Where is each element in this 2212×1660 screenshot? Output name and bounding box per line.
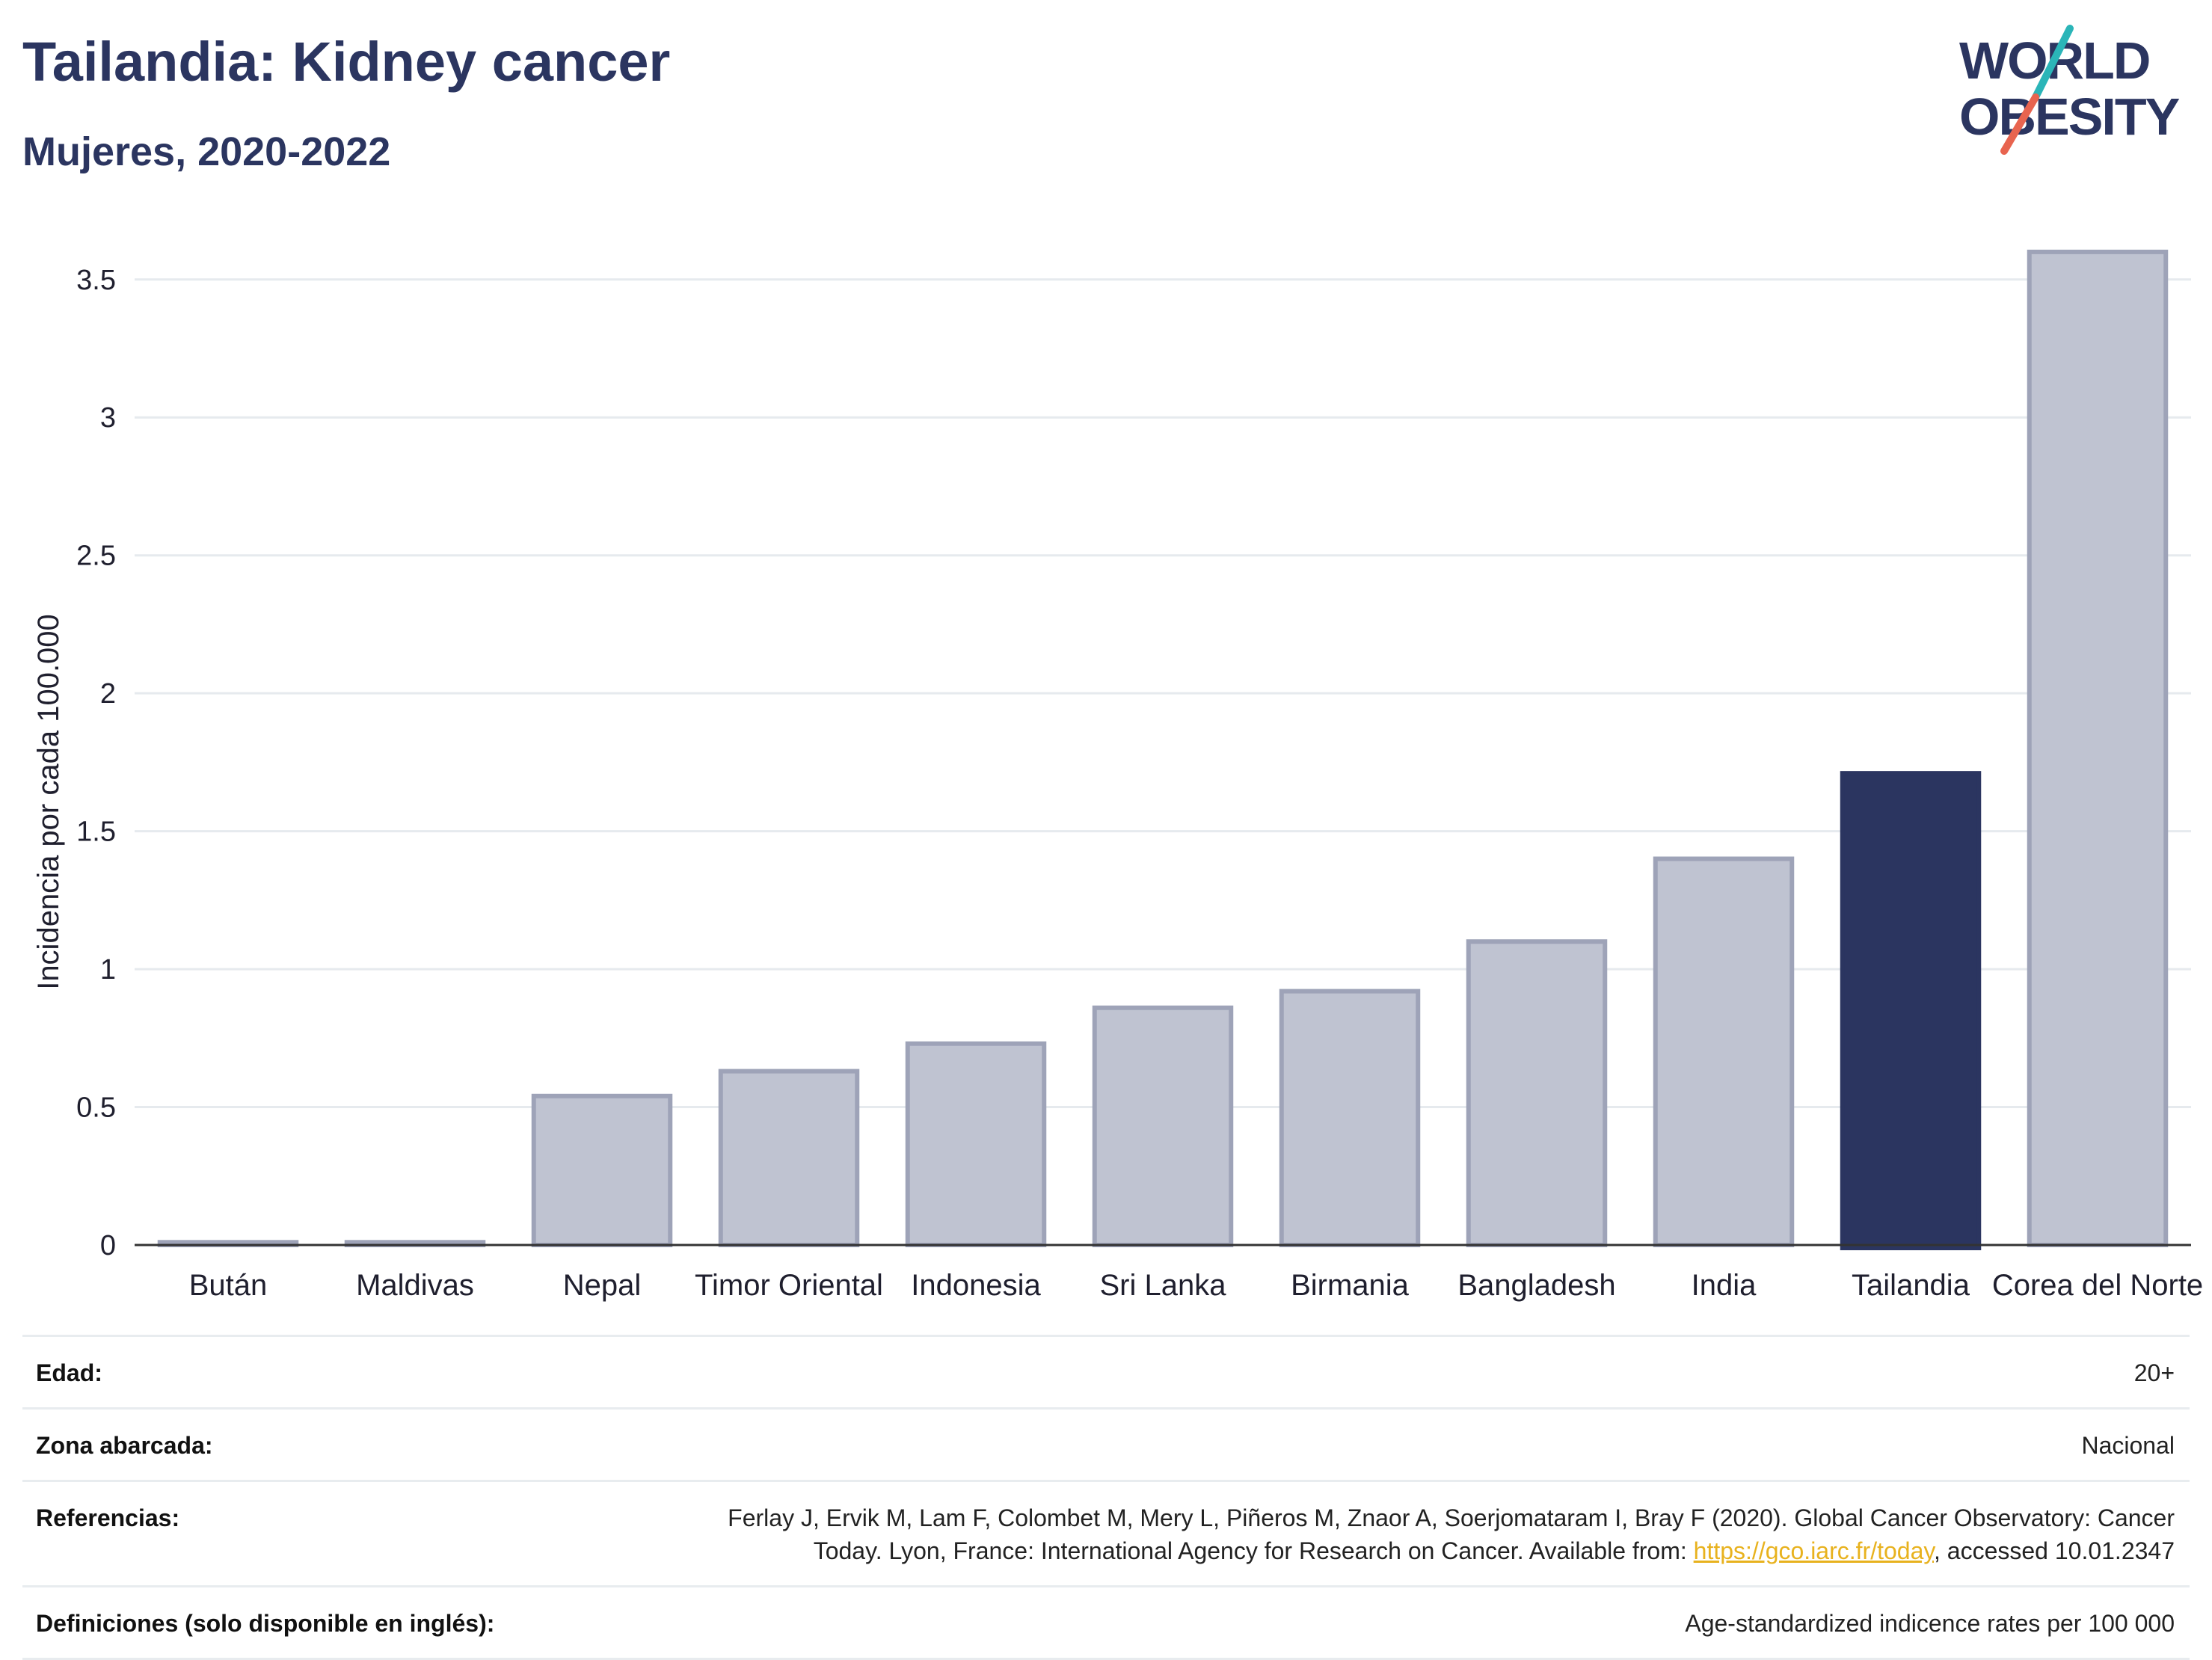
x-tick-labels: Bután Maldivas Nepal Timor Oriental Indonesi… <box>189 1269 2203 1302</box>
chart-subtitle: Mujeres, 2020-2022 <box>22 129 391 174</box>
meta-row-references: Referencias: Ferlay J, Ervik M, Lam F, C… <box>22 1480 2190 1585</box>
y-tick-label: 1.5 <box>76 817 116 848</box>
logo-slash-bottom <box>2000 93 2039 155</box>
meta-value-references: Ferlay J, Ervik M, Lam F, Colombet M, Me… <box>728 1501 2175 1567</box>
bar-birmania <box>1279 989 1421 1247</box>
y-tick-label: 3 <box>100 402 116 434</box>
y-tick-label: 0 <box>100 1230 116 1261</box>
meta-label-age: Edad: <box>36 1359 102 1386</box>
y-tick-label: 3.5 <box>76 265 116 296</box>
x-tick-label: Bután <box>189 1269 268 1302</box>
meta-row-definitions: Definiciones (solo disponible en inglés)… <box>22 1585 2190 1660</box>
y-tick-label: 0.5 <box>76 1092 116 1124</box>
logo-slash-top <box>2032 25 2074 101</box>
world-obesity-logo: WORLD OBESITY <box>1959 25 2181 155</box>
bars <box>157 249 2169 1251</box>
meta-label-definitions: Definiciones (solo disponible en inglés)… <box>36 1610 495 1637</box>
reference-line-1: Ferlay J, Ervik M, Lam F, Colombet M, Me… <box>728 1504 2175 1531</box>
x-tick-label: Tailandia <box>1852 1269 1970 1302</box>
reference-line-2-post: , accessed 10.01.2347 <box>1933 1537 2175 1564</box>
x-tick-label: Indonesia <box>911 1269 1041 1302</box>
x-tick-label: Timor Oriental <box>695 1269 883 1302</box>
meta-row-area: Zona abarcada: Nacional <box>22 1407 2190 1480</box>
meta-label-references: Referencias: <box>36 1504 180 1531</box>
reference-link[interactable]: https://gco.iarc.fr/today <box>1693 1537 1934 1564</box>
y-tick-label: 2.5 <box>76 541 116 572</box>
meta-label-area: Zona abarcada: <box>36 1432 213 1459</box>
bar-corea-del-norte <box>2027 249 2169 1248</box>
logo-text-obesity: OBESITY <box>1959 87 2180 146</box>
y-axis-label: Incidencia por cada 100.000 <box>32 614 65 990</box>
meta-value-definitions: Age-standardized indicence rates per 100… <box>1685 1610 2175 1637</box>
bar-chart: 0 0.5 1 1.5 2 2.5 3 3.5 Bután Maldivas Nepal Timor… <box>32 249 2203 1302</box>
x-tick-label: Corea del Norte <box>1992 1269 2203 1302</box>
bar-indonesia <box>905 1041 1047 1248</box>
x-tick-label: Birmania <box>1291 1269 1410 1302</box>
x-tick-label: Sri Lanka <box>1100 1269 1227 1302</box>
bar-tailandia <box>1840 771 1982 1251</box>
bar-india <box>1653 856 1795 1248</box>
chart-title: Tailandia: Kidney cancer <box>22 31 671 93</box>
bar-sri-lanka <box>1092 1005 1234 1247</box>
x-tick-label: Bangladesh <box>1457 1269 1615 1302</box>
y-tick-labels: 0 0.5 1 1.5 2 2.5 3 3.5 <box>76 265 116 1261</box>
x-tick-label: India <box>1692 1269 1757 1302</box>
bar-nepal <box>531 1093 673 1248</box>
y-tick-label: 2 <box>100 678 116 710</box>
meta-value-age: 20+ <box>2133 1359 2175 1386</box>
reference-line-2-pre: Today. Lyon, France: International Agenc… <box>813 1537 1694 1564</box>
bar-timor-oriental <box>718 1069 860 1247</box>
x-tick-label: Nepal <box>563 1269 642 1302</box>
metadata-table: Edad: 20+ Zona abarcada: Nacional Refere… <box>22 1335 2190 1660</box>
meta-row-age: Edad: 20+ <box>22 1335 2190 1407</box>
y-tick-label: 1 <box>100 954 116 986</box>
x-tick-label: Maldivas <box>356 1269 474 1302</box>
meta-value-area: Nacional <box>2081 1432 2175 1459</box>
bar-bangladesh <box>1466 939 1608 1248</box>
